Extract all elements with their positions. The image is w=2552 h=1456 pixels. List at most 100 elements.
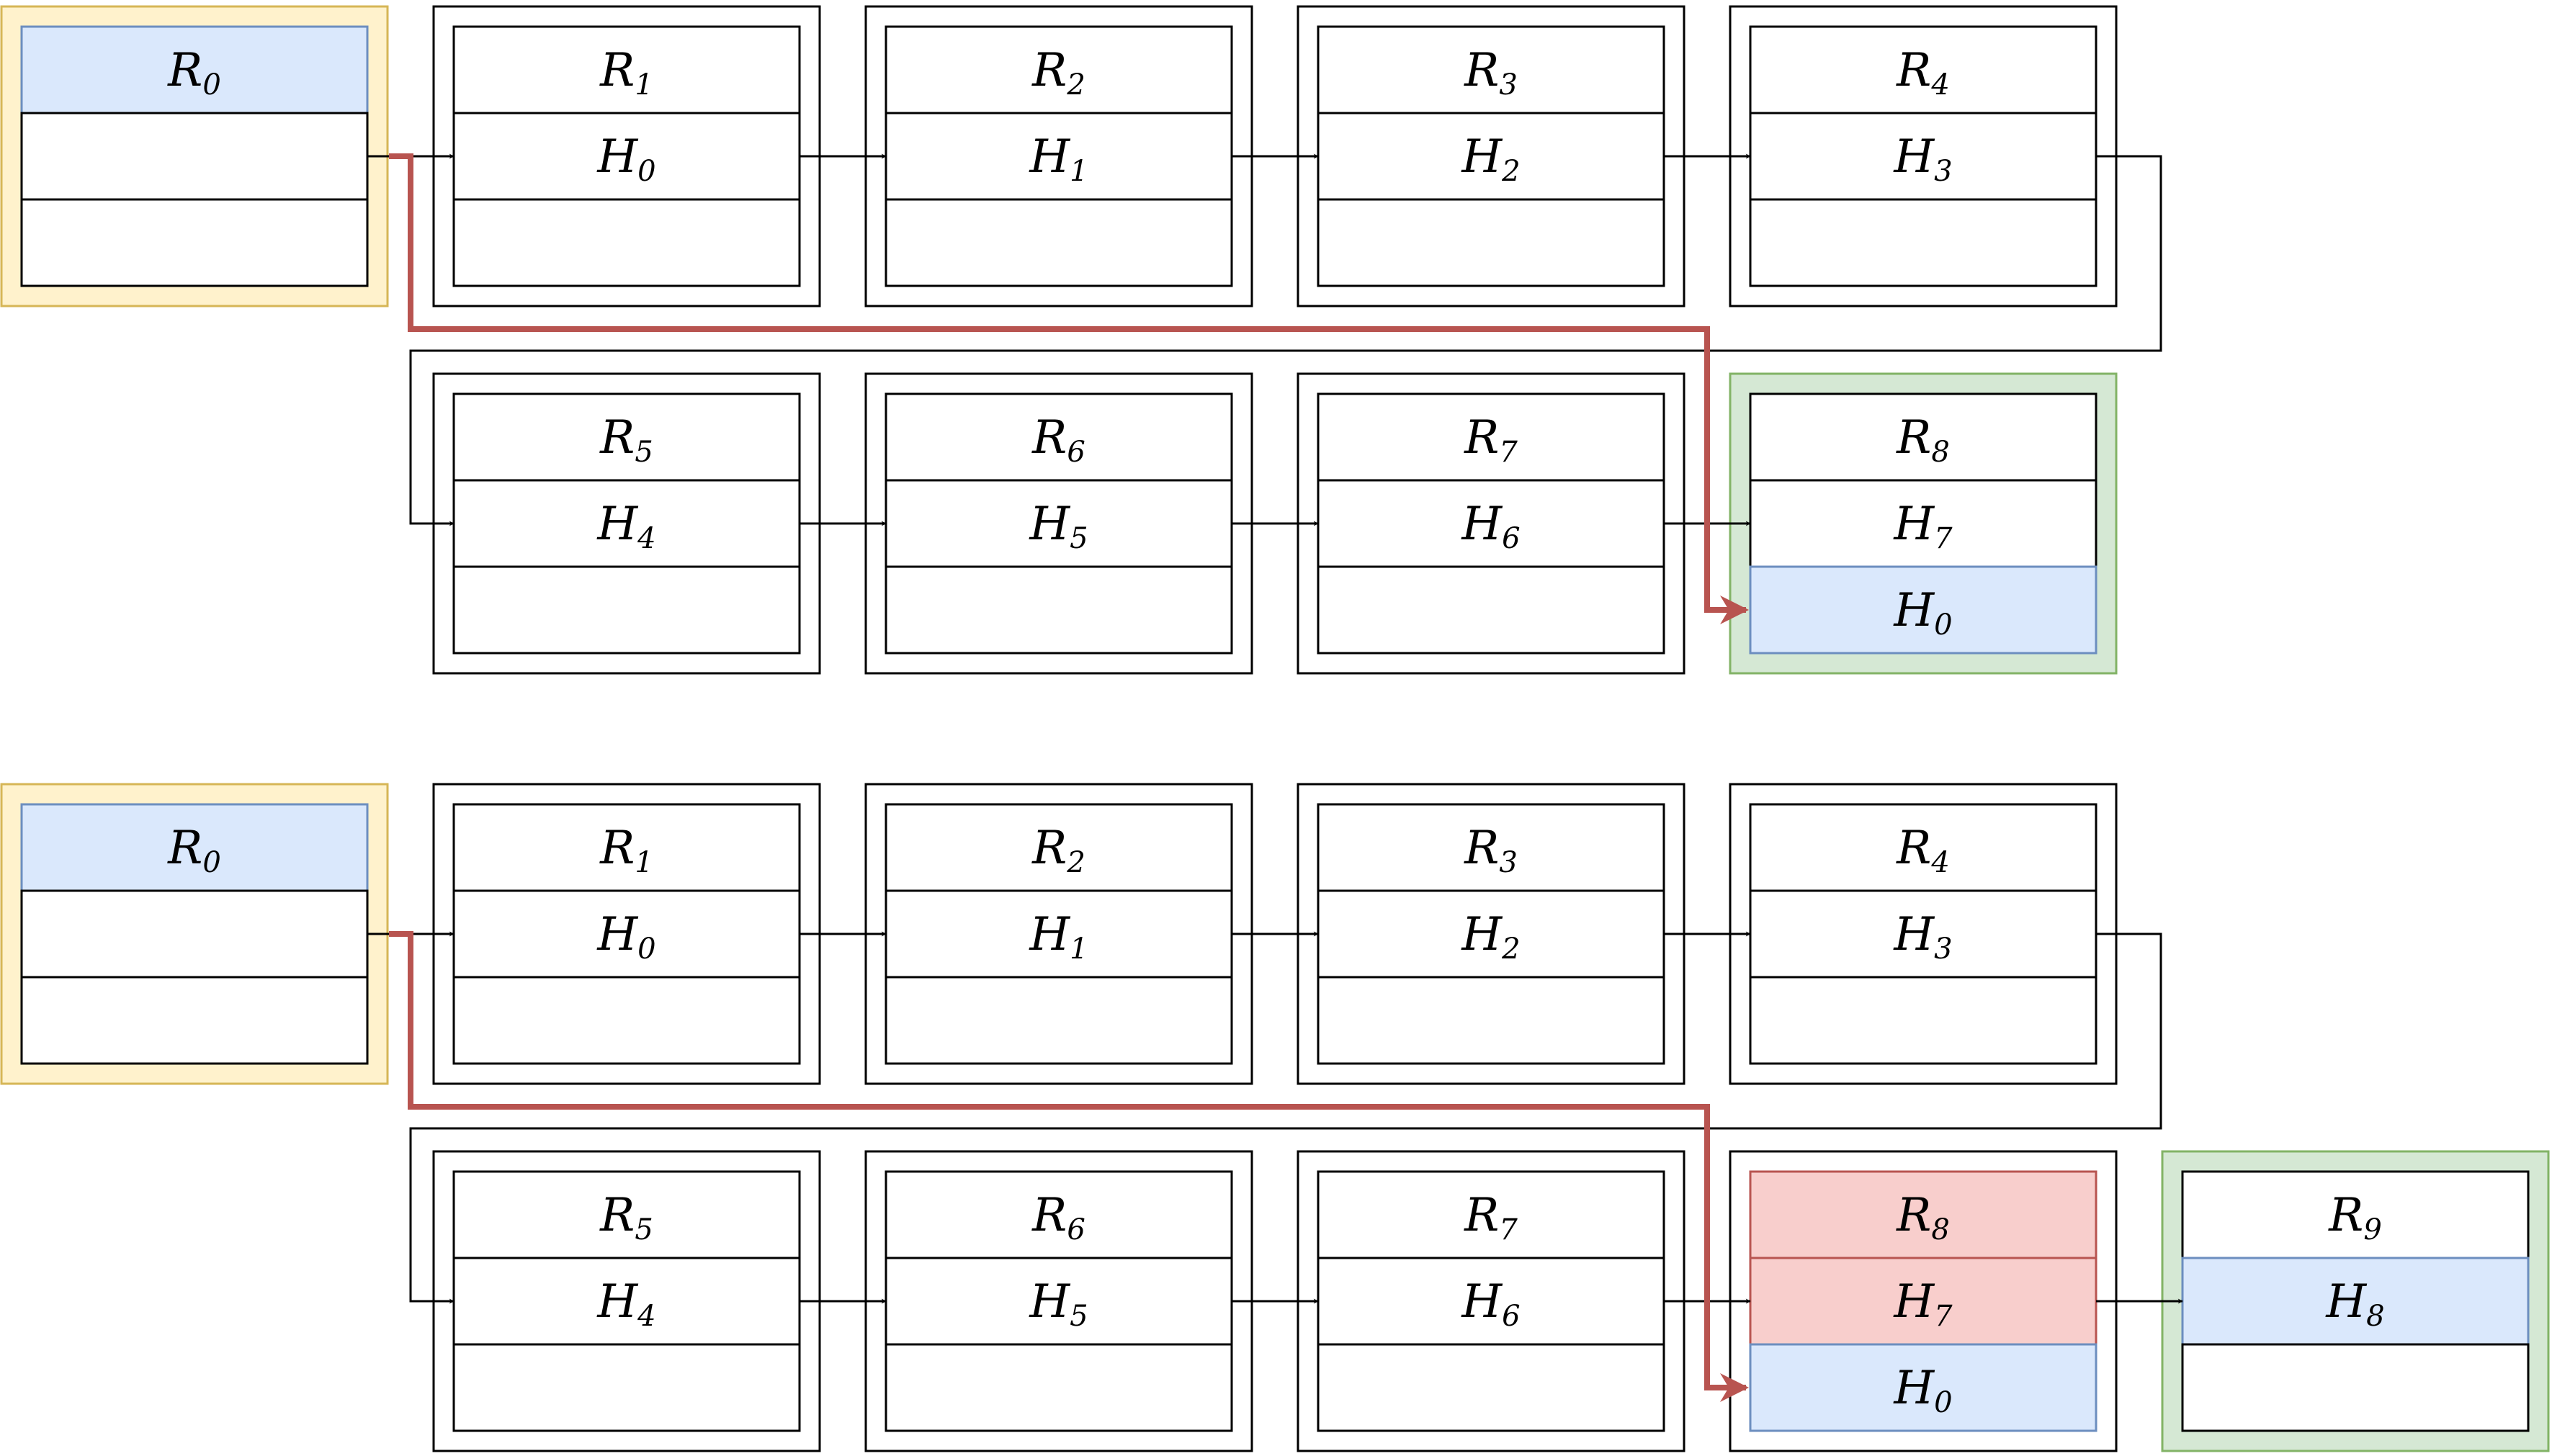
chain-arrow <box>409 933 2162 1304</box>
back-reference-arrow <box>389 153 1749 624</box>
cell-label: R5 <box>599 411 653 469</box>
block-6: R6 H5 <box>864 372 1253 675</box>
cell-label: H6 <box>1461 1275 1520 1333</box>
cell-r2 <box>885 25 1233 114</box>
cell-r6 <box>885 392 1233 482</box>
empty-cell <box>885 976 1233 1065</box>
cell-label: H2 <box>1461 908 1520 966</box>
empty-cell <box>20 112 369 201</box>
empty-cell <box>1749 198 2097 287</box>
cell-h3 <box>1749 112 2097 201</box>
cell-label: H6 <box>1461 498 1520 555</box>
cell-label: H3 <box>1893 130 1952 188</box>
cell-label: R3 <box>1464 822 1518 879</box>
empty-cell <box>1317 198 1665 287</box>
cell-h1 <box>885 112 1233 201</box>
cell-r7 <box>1317 392 1665 482</box>
cell-r1 <box>452 25 801 114</box>
block-8: R8 H7 H0 <box>1729 372 2118 675</box>
cell-label: H7 <box>1893 1275 1953 1333</box>
cell-label: H4 <box>596 1275 655 1333</box>
empty-cell <box>1317 1343 1665 1432</box>
cell-label: R2 <box>1031 822 1085 879</box>
cell-label: R9 <box>2328 1189 2382 1246</box>
cell-label: R0 <box>167 44 221 102</box>
cell-label: H3 <box>1893 908 1952 966</box>
cell-label: R7 <box>1464 411 1518 469</box>
cell-label: H0 <box>596 130 655 188</box>
empty-cell <box>885 1343 1233 1432</box>
cell-label: R0 <box>167 822 221 879</box>
cell-label: R4 <box>1896 822 1950 879</box>
cell-label: R5 <box>599 1189 653 1246</box>
empty-cell <box>1749 976 2097 1065</box>
block-7: R7 H6 <box>1297 1150 1685 1452</box>
cell-label: H4 <box>596 498 655 555</box>
cell-h1 <box>885 889 1233 979</box>
block-9: R9 H8 <box>2161 1150 2550 1452</box>
cell-h8 <box>2181 1257 2530 1346</box>
cell-r5 <box>452 1170 801 1259</box>
empty-cell <box>1317 565 1665 655</box>
cell-label: R8 <box>1896 1189 1950 1246</box>
cell-h7 <box>1749 1257 2097 1346</box>
cell-label: H5 <box>1029 498 1088 555</box>
block-4: R4 H3 <box>1729 783 2118 1085</box>
block-5: R5 H4 <box>432 372 821 675</box>
block-0: R0 <box>0 5 389 307</box>
cell-label: H1 <box>1029 908 1088 966</box>
cell-label: H2 <box>1461 130 1520 188</box>
cell-r1 <box>452 803 801 892</box>
empty-cell <box>452 1343 801 1432</box>
empty-cell <box>20 198 369 287</box>
cell-label: R2 <box>1031 44 1085 102</box>
cell-r4 <box>1749 803 2097 892</box>
cell-r4 <box>1749 25 2097 114</box>
back-reference-arrow <box>389 931 1749 1402</box>
empty-cell <box>1317 976 1665 1065</box>
cell-label: R8 <box>1896 411 1950 469</box>
cell-h6 <box>1317 479 1665 568</box>
cell-r3 <box>1317 25 1665 114</box>
cell-r8 <box>1749 392 2097 482</box>
cell-h7 <box>1749 479 2097 568</box>
empty-cell <box>452 565 801 655</box>
block-3: R3 H2 <box>1297 783 1685 1085</box>
empty-cell <box>885 198 1233 287</box>
cell-h0 <box>452 889 801 979</box>
cell-r0 <box>20 25 369 114</box>
block-1: R1 H0 <box>432 783 821 1085</box>
block-7: R7 H6 <box>1297 372 1685 675</box>
cell-r7 <box>1317 1170 1665 1259</box>
cell-h2 <box>1317 889 1665 979</box>
block-2: R2 H1 <box>864 783 1253 1085</box>
block-5: R5 H4 <box>432 1150 821 1452</box>
empty-cell <box>2181 1343 2530 1432</box>
cell-r0 <box>20 803 369 892</box>
cell-label: R3 <box>1464 44 1518 102</box>
cell-label: R1 <box>599 822 653 879</box>
empty-cell <box>452 198 801 287</box>
chain-arrow <box>409 155 2162 526</box>
cell-label: H7 <box>1893 498 1953 555</box>
cell-label: H0 <box>1893 584 1952 642</box>
cell-label: H5 <box>1029 1275 1088 1333</box>
cell-r2 <box>885 803 1233 892</box>
cell-label: R7 <box>1464 1189 1518 1246</box>
empty-cell <box>20 889 369 979</box>
cell-label: R6 <box>1031 1189 1085 1246</box>
empty-cell <box>20 976 369 1065</box>
block-8: R8 H7 H0 <box>1729 1150 2118 1452</box>
cell-r3 <box>1317 803 1665 892</box>
cell-r9 <box>2181 1170 2530 1259</box>
cell-label: H0 <box>1893 1362 1952 1419</box>
block-0: R0 <box>0 783 389 1085</box>
cell-label: H1 <box>1029 130 1088 188</box>
cell-label: H0 <box>596 908 655 966</box>
